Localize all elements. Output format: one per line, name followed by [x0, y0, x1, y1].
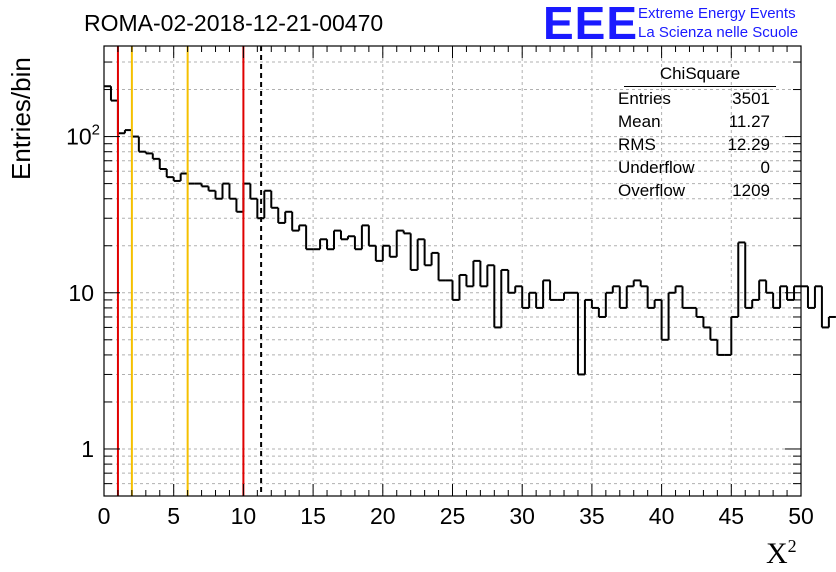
stats-label: Mean: [618, 112, 661, 131]
stats-row-overflow: Overflow 1209: [612, 179, 776, 202]
stats-row-entries: Entries 3501: [612, 87, 776, 110]
reference-lines: [116, 46, 263, 496]
eee-logo: EEE: [543, 0, 639, 49]
stats-label: Overflow: [618, 181, 686, 200]
stats-box: ChiSquare Entries 3501 Mean 11.27 RMS 12…: [612, 64, 776, 202]
stats-row-underflow: Underflow 0: [612, 156, 776, 179]
x-tick-label: 30: [509, 503, 535, 529]
eee-subtitle-line1: Extreme Energy Events: [638, 5, 796, 22]
stats-label: RMS: [618, 135, 656, 154]
x-tick-label: 40: [649, 503, 675, 529]
x-tick-label: 10: [231, 503, 257, 529]
x-tick-label: 15: [300, 503, 326, 529]
stats-title: ChiSquare: [624, 64, 776, 87]
x-axis-label-base: X: [766, 537, 788, 570]
stats-row-mean: Mean 11.27: [612, 110, 776, 133]
y-tick-label: 10: [68, 280, 94, 306]
y-tick-label: 102: [66, 122, 100, 150]
eee-subtitle-line2: La Scienza nelle Scuole: [638, 24, 799, 41]
x-tick-label: 25: [440, 503, 466, 529]
x-tick-label: 0: [98, 503, 111, 529]
stats-label: Entries: [618, 89, 671, 108]
y-tick-label-sup: 2: [92, 122, 100, 139]
histogram-series: [104, 85, 836, 376]
x-tick-label: 35: [579, 503, 605, 529]
stats-value: 3501: [732, 89, 770, 108]
stats-value: 12.29: [727, 135, 770, 154]
stats-value: 0: [760, 158, 770, 177]
y-axis-label: Entries/bin: [6, 57, 36, 180]
stats-value: 1209: [732, 181, 770, 200]
x-tick-label: 45: [719, 503, 745, 529]
x-tick-label: 20: [370, 503, 396, 529]
x-tick-label: 50: [788, 503, 814, 529]
stats-row-rms: RMS 12.29: [612, 133, 776, 156]
stats-value: 11.27: [728, 112, 770, 131]
stats-label: Underflow: [618, 158, 695, 177]
x-tick-label: 5: [167, 503, 180, 529]
x-axis-label: X2: [766, 536, 797, 571]
run-title: ROMA-02-2018-12-21-00470: [84, 10, 384, 36]
x-axis-label-sup: 2: [787, 536, 797, 556]
y-tick-label: 1: [81, 436, 94, 462]
